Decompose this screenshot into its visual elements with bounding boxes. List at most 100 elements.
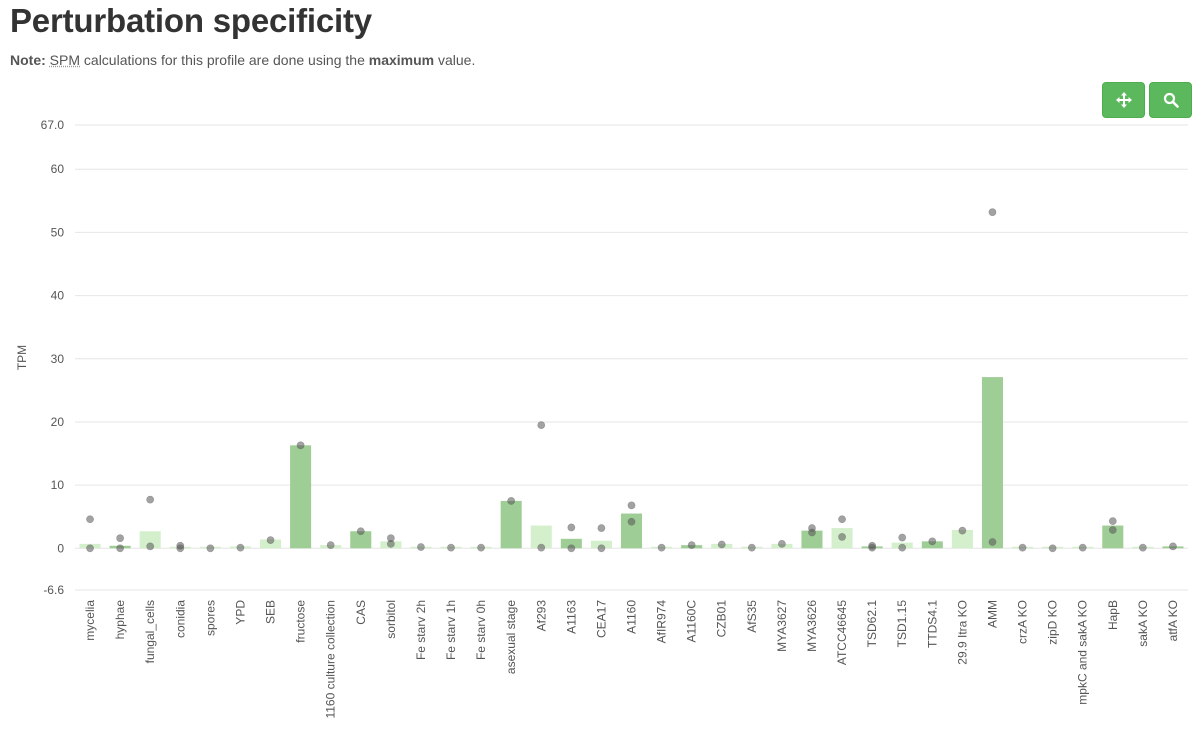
- x-tick-label: TSD62.1: [865, 600, 879, 648]
- x-tick-label: MYA3627: [775, 600, 789, 652]
- x-tick-label: Fe starv 2h: [414, 600, 428, 660]
- replicate-point: [326, 541, 335, 550]
- replicate-point: [1138, 543, 1147, 552]
- bar: [801, 530, 823, 549]
- magnifier-icon: [1163, 92, 1179, 108]
- tpm-bar-chart: 67.0 60 50 40 30 20 10 0 -6.6 TPM mycelia hyphae fun…: [15, 118, 1188, 719]
- replicate-point: [176, 544, 185, 553]
- replicate-point: [507, 497, 516, 505]
- x-tick-label: ATCC46645: [835, 600, 849, 665]
- y-axis-label: TPM: [15, 345, 29, 370]
- x-tick-label: CEA17: [594, 600, 608, 638]
- x-tick-label: atfA KO: [1166, 600, 1180, 641]
- replicate-point: [687, 541, 696, 550]
- x-tick-label: zipD KO: [1046, 600, 1060, 645]
- replicate-point: [296, 441, 305, 450]
- note-bold: maximum: [368, 52, 435, 68]
- x-tick-label: 1160 culture collection: [324, 600, 338, 719]
- replicate-point: [1108, 517, 1117, 526]
- replicate-point: [838, 515, 846, 524]
- x-tick-label: A1160C: [685, 600, 699, 643]
- bar: [350, 531, 372, 549]
- replicate-point: [717, 540, 726, 549]
- replicate-point: [898, 533, 907, 542]
- y-tick-label: 30: [51, 352, 65, 366]
- x-tick-label: SEB: [264, 600, 278, 624]
- replicate-point: [146, 542, 155, 551]
- x-tick-label: Af293: [534, 600, 548, 632]
- bar: [620, 513, 643, 549]
- x-tick-label: A1160: [625, 600, 639, 634]
- x-tick-label: hyphae: [113, 600, 127, 640]
- bar: [500, 500, 522, 549]
- spm-abbreviation[interactable]: SPM: [49, 52, 81, 68]
- bar: [139, 531, 161, 549]
- bar: [530, 525, 552, 549]
- replicate-point: [627, 501, 636, 510]
- bar: [951, 529, 973, 549]
- note-text-1: calculations for this profile are done u…: [80, 52, 369, 68]
- replicate-point: [537, 543, 546, 552]
- x-tick-label: HapB: [1106, 600, 1120, 630]
- y-tick-label: 50: [51, 225, 65, 239]
- x-tick-label: A1163: [564, 600, 578, 634]
- x-tick-label: conidia: [173, 600, 187, 638]
- replicate-point: [627, 517, 636, 526]
- replicate-point: [928, 537, 937, 546]
- replicate-point: [808, 528, 816, 537]
- x-tick-label: CAS: [354, 600, 368, 625]
- replicate-point: [988, 538, 997, 546]
- move-arrows-icon: [1115, 92, 1132, 108]
- replicate-point: [1018, 543, 1027, 552]
- zoom-button[interactable]: [1149, 82, 1192, 118]
- x-tick-label: TTDS4.1: [925, 600, 939, 648]
- x-tick-label: spores: [203, 600, 217, 636]
- replicate-point: [146, 495, 155, 504]
- y-tick-label: 20: [51, 415, 65, 429]
- replicate-point: [447, 543, 455, 552]
- replicate-point: [1078, 543, 1087, 552]
- replicate-point: [116, 534, 125, 543]
- x-tick-label: AMM: [985, 600, 999, 628]
- x-tick-label: sakA KO: [1136, 600, 1150, 647]
- replicate-point: [838, 533, 846, 541]
- replicate-point: [747, 543, 756, 552]
- x-tick-label: fructose: [294, 600, 308, 643]
- replicate-point: [116, 544, 125, 553]
- replicate-point: [266, 536, 275, 544]
- x-tick-label: 29.9 Itra KO: [955, 600, 969, 665]
- replicate-point: [597, 544, 606, 553]
- replicate-point: [477, 543, 485, 552]
- bar: [590, 540, 612, 549]
- y-tick-label: 10: [51, 478, 65, 492]
- replicate-point: [1048, 544, 1057, 553]
- replicate-point: [356, 527, 365, 536]
- bar: [259, 539, 282, 549]
- pan-button[interactable]: [1102, 82, 1145, 118]
- x-tick-label: crzA KO: [1016, 600, 1030, 644]
- replicate-point: [537, 421, 546, 430]
- bar: [981, 377, 1004, 549]
- bar: [290, 445, 312, 549]
- y-tick-label: 40: [51, 289, 65, 303]
- page-title: Perturbation specificity: [10, 2, 372, 39]
- x-tick-label: asexual stage: [504, 600, 518, 674]
- x-tick-label: mycelia: [83, 600, 97, 641]
- replicate-point: [868, 543, 877, 552]
- x-tick-label: MYA3626: [805, 600, 819, 652]
- y-tick-label: 60: [51, 162, 65, 176]
- chart-toolbar: [1102, 82, 1192, 118]
- x-tick-label: mpkC and sakA KO: [1076, 600, 1090, 705]
- replicate-point: [567, 544, 576, 553]
- replicate-point: [206, 544, 215, 553]
- spm-note: Note: SPM calculations for this profile …: [10, 52, 475, 68]
- x-tick-label: AfS35: [745, 600, 759, 633]
- replicate-point: [417, 543, 425, 551]
- x-tick-label: CZB01: [715, 600, 729, 638]
- replicate-point: [236, 543, 245, 552]
- replicate-point: [988, 208, 997, 217]
- x-tick-label: sorbitol: [384, 600, 398, 639]
- x-tick-label: YPD: [233, 600, 247, 625]
- x-tick-label: Fe starv 1h: [444, 600, 458, 660]
- replicate-point: [1108, 526, 1117, 534]
